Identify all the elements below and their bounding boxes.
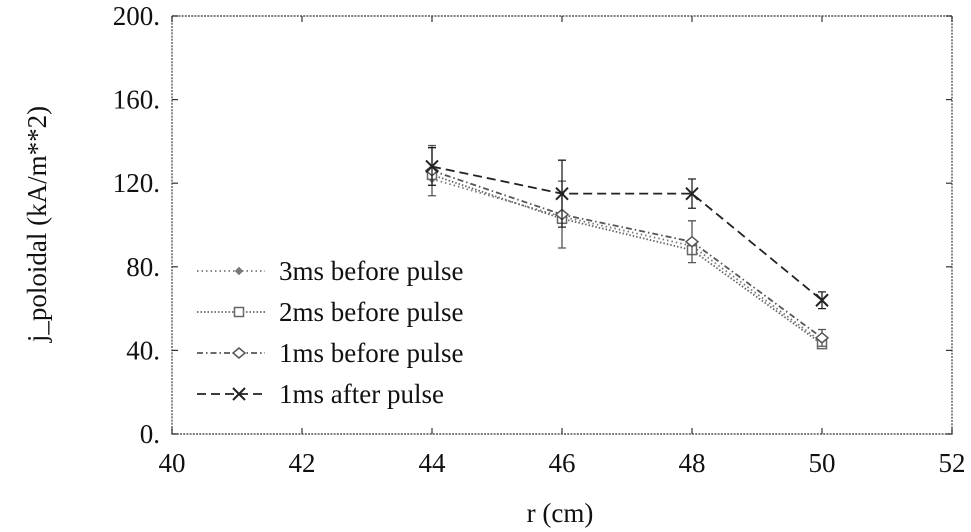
x-tick-label: 42 <box>289 448 316 478</box>
legend-entry: 1ms after pulse <box>197 379 444 409</box>
legend-label: 1ms after pulse <box>279 379 444 409</box>
x-tick-label: 50 <box>809 448 836 478</box>
series-line <box>431 178 823 343</box>
series-group <box>424 144 830 350</box>
data-point <box>814 331 830 344</box>
data-point <box>685 186 699 201</box>
legend: 3ms before pulse 2ms before pulse 1ms befo… <box>197 256 463 409</box>
legend-marker <box>232 387 246 401</box>
data-point <box>555 186 569 201</box>
series-2 <box>424 144 830 347</box>
series-1 <box>426 169 828 350</box>
series-line <box>431 165 823 301</box>
legend-marker <box>231 347 247 359</box>
legend-entry: 2ms before pulse <box>197 297 463 327</box>
x-tick-label: 46 <box>549 448 576 478</box>
legend-entry: 1ms before pulse <box>197 338 463 368</box>
x-tick-label: 48 <box>679 448 706 478</box>
legend-marker <box>233 306 245 318</box>
legend-label: 3ms before pulse <box>279 256 463 286</box>
y-axis-label: j_poloidal (kA/m**2) <box>22 106 52 343</box>
x-tick-label: 52 <box>939 448 966 478</box>
data-point <box>815 293 829 307</box>
x-tick-label: 40 <box>159 448 186 478</box>
data-point <box>684 235 700 248</box>
x-tick-label: 44 <box>419 448 447 478</box>
legend-label: 1ms before pulse <box>279 338 463 368</box>
series-line <box>431 173 823 345</box>
y-tick-label: 0. <box>140 419 160 449</box>
axis-ticks <box>171 15 953 435</box>
legend-label: 2ms before pulse <box>279 297 463 327</box>
series-0 <box>427 174 827 347</box>
series-line <box>431 169 823 339</box>
y-tick-label: 80. <box>126 252 160 282</box>
y-tick-label: 40. <box>126 335 160 365</box>
y-tick-label: 200. <box>113 1 160 31</box>
series-3 <box>425 147 829 310</box>
legend-marker <box>234 266 244 276</box>
x-axis-label: r (cm) <box>527 498 594 528</box>
y-tick-label: 120. <box>113 168 160 198</box>
y-tick-label: 160. <box>113 85 160 115</box>
y-tick-labels: 0. 40. 80. 120. 160. 200. <box>113 1 160 449</box>
legend-entry: 3ms before pulse <box>197 256 463 286</box>
x-tick-labels: 40 42 44 46 48 50 52 <box>159 448 966 478</box>
data-point <box>425 159 439 174</box>
